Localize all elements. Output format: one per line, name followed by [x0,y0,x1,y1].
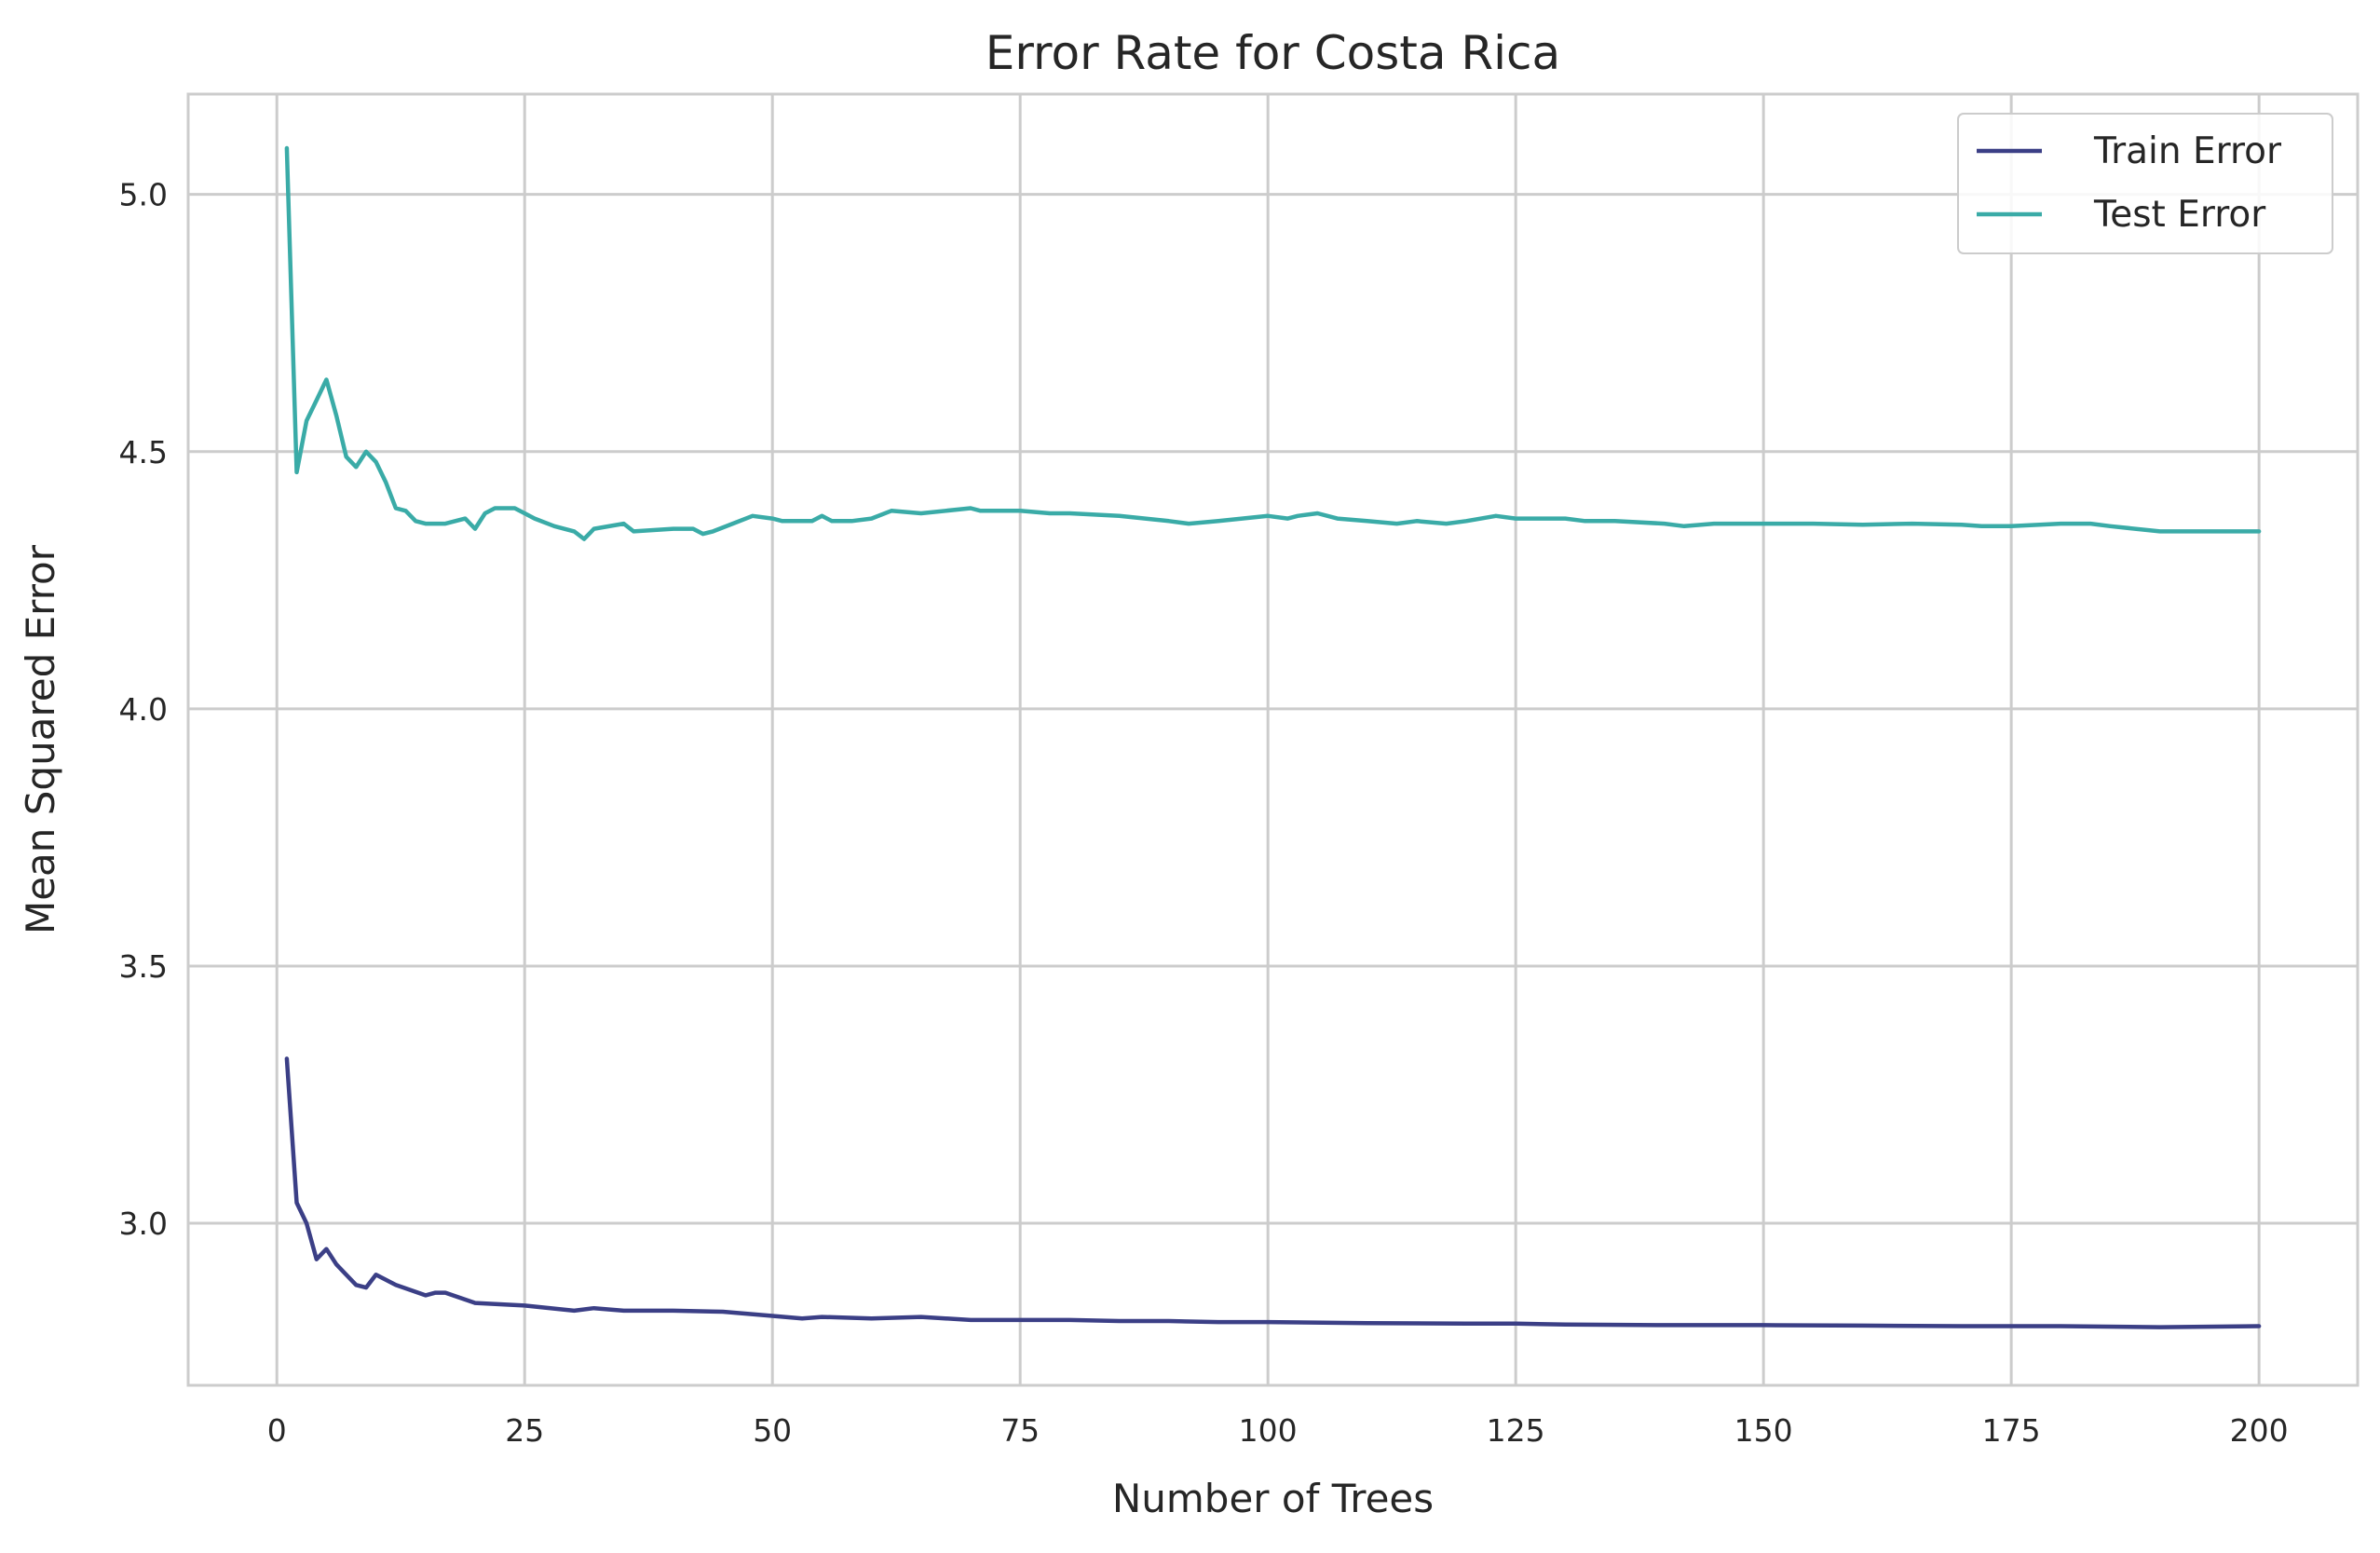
chart-title: Error Rate for Costa Rica [986,26,1560,80]
y-tick-label: 4.5 [119,434,168,470]
legend-box [1957,113,2333,254]
series-line-2 [284,145,2262,541]
x-tick-label: 0 [267,1412,287,1449]
y-axis-ticks: 3.0 3.5 4.0 4.5 5.0 [119,177,168,1242]
series-lines [284,145,2262,1329]
y-tick-label: 3.0 [119,1206,168,1242]
x-tick-label: 125 [1487,1412,1545,1449]
x-tick-label: 175 [1982,1412,2041,1449]
legend-label: Test Error [2093,194,2266,236]
x-tick-label: 75 [1000,1412,1040,1449]
x-tick-label: 100 [1239,1412,1298,1449]
y-tick-label: 4.0 [119,691,168,728]
x-tick-label: 50 [753,1412,792,1449]
x-tick-label: 200 [2230,1412,2289,1449]
y-tick-label: 3.5 [119,948,168,985]
x-axis-ticks: 0 25 50 75 100 125 150 175 200 [267,1412,2289,1449]
gridlines [188,94,2358,1385]
y-tick-label: 5.0 [119,177,168,213]
x-axis-title: Number of Trees [1112,1476,1434,1521]
legend: Train Error Test Error [1957,113,2333,254]
plot-frame [186,92,2360,1387]
x-tick-label: 150 [1734,1412,1793,1449]
series-line-1 [284,1056,2262,1329]
legend-label: Train Error [2093,130,2282,172]
x-tick-label: 25 [505,1412,544,1449]
y-axis-title: Mean Squared Error [18,544,63,934]
